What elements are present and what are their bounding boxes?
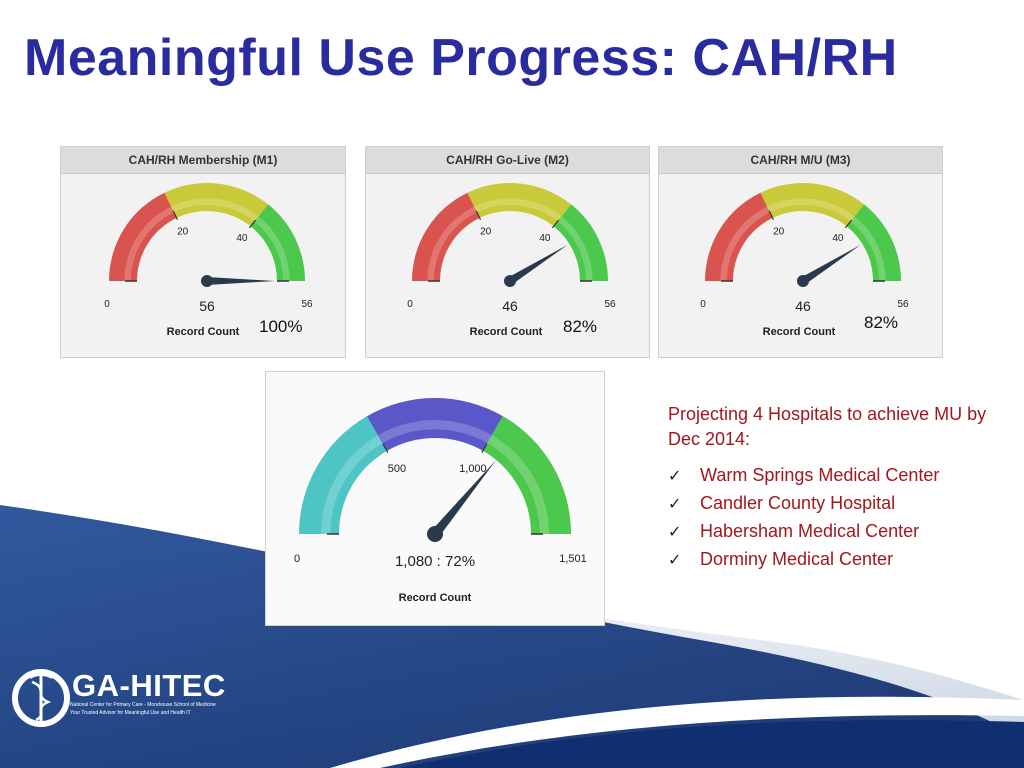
gauge-band-highlight-0 bbox=[124, 206, 174, 281]
gauge-band-highlight-1 bbox=[474, 198, 562, 222]
gauge-panel-total: 0 500 1,000 1,501 1,080 : 72% Record Count bbox=[265, 371, 605, 626]
gauge-tick-label: 500 bbox=[388, 463, 406, 475]
gauge-tick-label: 40 bbox=[832, 233, 844, 244]
gauge-tick-label: 56 bbox=[897, 299, 909, 310]
gauge-panel-go-live: CAH/RH Go-Live (M2) 0 20 40 56 46 Record Coun… bbox=[365, 146, 650, 358]
projection-block: Projecting 4 Hospitals to achieve MU by … bbox=[668, 402, 1013, 574]
gauge-membership: 0 20 40 56 56 Record Count bbox=[104, 183, 313, 338]
gauge-tick-label: 0 bbox=[104, 299, 110, 310]
gauge-panel-membership: CAH/RH Membership (M1) 0 20 40 56 56 Record C… bbox=[60, 146, 346, 358]
hospital-name: Dorminy Medical Center bbox=[700, 549, 894, 569]
gauge-title: CAH/RH Go-Live (M2) bbox=[366, 147, 649, 174]
gauge-value-label: 46 bbox=[795, 298, 811, 314]
gauge-tick-label: 56 bbox=[301, 299, 313, 310]
percent-label: 82% bbox=[563, 317, 598, 336]
gauge-tick-label: 1,501 bbox=[559, 553, 587, 565]
gauge-tick-label: 1,000 bbox=[459, 463, 487, 475]
gauge-tick bbox=[248, 219, 257, 229]
gauge-tick-label: 20 bbox=[177, 227, 189, 238]
gauge-mu: 0 20 40 56 46 Record Count bbox=[700, 183, 909, 338]
gauge-tick bbox=[768, 210, 775, 220]
gauge-tick-label: 0 bbox=[407, 299, 413, 310]
gauge-unit-label: Record Count bbox=[470, 326, 543, 338]
checkmark-icon: ✓ bbox=[668, 468, 682, 485]
slide-title: Meaningful Use Progress: CAH/RH bbox=[24, 29, 898, 87]
hospital-list: ✓ Warm Springs Medical Center ✓ Candler Co… bbox=[668, 462, 1013, 574]
gauge-tick-label: 0 bbox=[700, 299, 706, 310]
gauge-total: 0 500 1,000 1,501 1,080 : 72% Record Count bbox=[294, 398, 587, 604]
gauge-band-highlight-2 bbox=[850, 216, 886, 281]
caduceus-icon bbox=[12, 669, 70, 727]
list-item: ✓ Warm Springs Medical Center bbox=[668, 462, 1013, 490]
gauge-band-highlight-2 bbox=[557, 216, 593, 281]
list-item: ✓ Habersham Medical Center bbox=[668, 518, 1013, 546]
gauge-band-highlight-2 bbox=[487, 435, 549, 534]
gauge-band-highlight-1 bbox=[171, 198, 259, 222]
gauge-band-highlight-1 bbox=[377, 420, 492, 444]
gauge-unit-label: Record Count bbox=[167, 326, 240, 338]
gauge-tick bbox=[551, 219, 560, 229]
hospital-name: Warm Springs Medical Center bbox=[700, 465, 940, 485]
gauge-band-highlight-0 bbox=[427, 206, 477, 281]
footer-white-curve bbox=[330, 696, 1024, 768]
gauge-needle bbox=[431, 459, 497, 538]
gauge-band-highlight-1 bbox=[767, 198, 855, 222]
gauge-needle-hub bbox=[797, 275, 809, 287]
gauge-band-highlight-2 bbox=[254, 216, 290, 281]
gauge-needle bbox=[800, 244, 861, 285]
checkmark-icon: ✓ bbox=[668, 496, 682, 513]
gauge-title: CAH/RH M/U (M3) bbox=[659, 147, 942, 174]
gauge-tick bbox=[382, 443, 389, 453]
gauge-tick-label: 40 bbox=[539, 233, 551, 244]
gauge-tick-label: 20 bbox=[480, 227, 492, 238]
logo-subtitle-2: Your Trusted Advisor for Meaningful Use … bbox=[70, 710, 191, 716]
gauge-band-highlight-0 bbox=[321, 435, 383, 534]
gauge-tick-label: 56 bbox=[604, 299, 616, 310]
gauge-band-highlight-0 bbox=[720, 206, 770, 281]
checkmark-icon: ✓ bbox=[668, 524, 682, 541]
ga-hitec-logo: GA-HITEC National Center for Primary Car… bbox=[12, 660, 282, 760]
gauge-go-live: 0 20 40 56 46 Record Count bbox=[407, 183, 616, 338]
gauge-value-label: 46 bbox=[502, 298, 518, 314]
gauge-needle bbox=[207, 277, 275, 285]
gauge-needle-hub bbox=[427, 526, 443, 542]
footer-navy-bottom bbox=[400, 720, 1024, 768]
gauge-unit-label: Record Count bbox=[763, 326, 836, 338]
hospital-name: Habersham Medical Center bbox=[700, 521, 920, 541]
percent-label: 82% bbox=[864, 313, 899, 332]
gauge-tick bbox=[172, 210, 179, 220]
gauge-needle-hub bbox=[201, 275, 213, 287]
gauge-unit-label: Record Count bbox=[399, 592, 472, 604]
gauge-tick-label: 20 bbox=[773, 227, 785, 238]
list-item: ✓ Dorminy Medical Center bbox=[668, 546, 1013, 574]
gauge-tick-label: 0 bbox=[294, 553, 300, 565]
gauge-tick bbox=[475, 210, 482, 220]
gauge-panel-mu: CAH/RH M/U (M3) 0 20 40 56 46 Record Count 82… bbox=[658, 146, 943, 358]
gauge-tick-label: 40 bbox=[236, 233, 248, 244]
hospital-name: Candler County Hospital bbox=[700, 493, 896, 513]
checkmark-icon: ✓ bbox=[668, 552, 682, 569]
gauge-title: CAH/RH Membership (M1) bbox=[61, 147, 345, 174]
gauge-needle-hub bbox=[504, 275, 516, 287]
gauge-value-label: 56 bbox=[199, 298, 215, 314]
list-item: ✓ Candler County Hospital bbox=[668, 490, 1013, 518]
percent-label: 100% bbox=[259, 317, 303, 336]
gauge-tick bbox=[844, 219, 853, 229]
logo-name: GA-HITEC bbox=[72, 668, 226, 703]
logo-subtitle-1: National Center for Primary Care - Moreh… bbox=[70, 702, 216, 708]
gauge-tick bbox=[481, 443, 488, 453]
gauge-needle bbox=[507, 244, 568, 285]
projection-text: Projecting 4 Hospitals to achieve MU by … bbox=[668, 404, 987, 449]
gauge-value-label: 1,080 : 72% bbox=[395, 553, 475, 570]
